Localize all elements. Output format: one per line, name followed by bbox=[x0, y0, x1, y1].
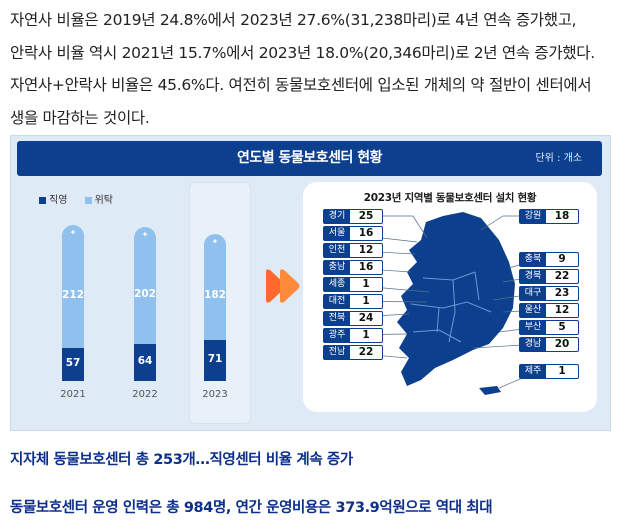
region-value: 9 bbox=[558, 253, 566, 265]
bar-label-commissioned: 202 bbox=[134, 287, 156, 300]
headline-first: 지자체 동물보호센터 총 253개…직영센터 비율 계속 증가 bbox=[10, 452, 353, 468]
bar-label-commissioned: 182 bbox=[204, 289, 226, 302]
region-name: 울산 bbox=[520, 304, 546, 317]
region-value: 22 bbox=[554, 270, 570, 282]
region-name: 인천 bbox=[324, 244, 350, 257]
paragraph-line: 자연사 비율은 2019년 24.8%에서 2023년 27.6%(31,238… bbox=[10, 11, 577, 29]
region-name: 대전 bbox=[324, 295, 350, 308]
region-value: 16 bbox=[358, 261, 374, 273]
bar-segment-direct: 57 bbox=[62, 347, 84, 381]
region-name: 세종 bbox=[324, 278, 350, 291]
arrow-icon bbox=[264, 266, 302, 310]
region-name: 전남 bbox=[324, 346, 350, 359]
bar-label-commissioned: 212 bbox=[62, 288, 84, 301]
legend-commissioned: 위탁 bbox=[84, 195, 113, 206]
bar-segment-commissioned: ✦ 202 bbox=[134, 226, 156, 344]
pin-icon: ✦ bbox=[211, 237, 219, 247]
region-box: 제주 1 bbox=[519, 364, 579, 379]
region-name: 강원 bbox=[520, 210, 546, 223]
map-title: 2023년 지역별 동물보호센터 설치 현황 bbox=[363, 192, 537, 204]
headline-second: 동물보호센터 운영 인력은 총 984명, 연간 운영비용은 373.9억원으로… bbox=[10, 500, 493, 516]
region-name: 전북 bbox=[324, 312, 350, 325]
region-box: 대구 23 bbox=[519, 286, 579, 301]
paragraph-line: 안락사 비율 역시 2021년 15.7%에서 2023년 18.0%(20,3… bbox=[10, 43, 595, 62]
bar-chart: ✦ 212 57 2021 ✦ 202 64 2022 ✦ 182 71 2023 bbox=[11, 136, 291, 430]
pin-icon: ✦ bbox=[141, 229, 149, 239]
paragraph-line: 자연사+안락사 비율은 45.6%다. 여전히 동물보호센터에 입소된 개체의 … bbox=[10, 76, 592, 94]
bar-2022: ✦ 202 64 bbox=[134, 226, 156, 381]
region-name: 제주 bbox=[520, 365, 546, 378]
region-value: 20 bbox=[554, 338, 570, 350]
region-box: 경기 25 bbox=[323, 209, 383, 224]
infographic-banner: 연도별 동물보호센터 현황 단위 : 개소 bbox=[17, 141, 602, 176]
region-box: 전북 24 bbox=[323, 311, 383, 326]
region-name: 광주 bbox=[324, 329, 350, 342]
legend-direct: 직영 bbox=[39, 195, 67, 206]
region-box: 부산 5 bbox=[519, 320, 579, 335]
bar-segment-direct: 71 bbox=[204, 339, 226, 381]
region-box: 강원 18 bbox=[519, 209, 579, 224]
legend-swatch-commissioned bbox=[84, 196, 92, 204]
bar-segment-commissioned: ✦ 212 bbox=[62, 224, 84, 348]
region-value: 1 bbox=[362, 329, 370, 341]
chart-legend: 직영 위탁 bbox=[39, 191, 127, 206]
bar-segment-commissioned: ✦ 182 bbox=[204, 234, 226, 340]
region-name: 충북 bbox=[520, 253, 546, 266]
legend-swatch-direct bbox=[39, 196, 46, 204]
article-paragraph: 자연사 비율은 2019년 24.8%에서 2023년 27.6%(31,238… bbox=[10, 4, 625, 134]
infographic: 연도별 동물보호센터 현황 단위 : 개소 직영 위탁 ✦ 212 57 2021 ✦ 2… bbox=[10, 135, 611, 431]
infographic-title: 연도별 동물보호센터 현황 bbox=[237, 150, 382, 166]
region-box: 울산 12 bbox=[519, 303, 579, 318]
bar-label-direct: 64 bbox=[137, 355, 153, 368]
region-box: 서울 16 bbox=[323, 226, 383, 241]
paragraph-line: 생을 마감하는 것이다. bbox=[10, 108, 150, 127]
region-value: 12 bbox=[554, 304, 570, 316]
region-name: 대구 bbox=[520, 287, 546, 300]
region-value: 24 bbox=[358, 312, 374, 324]
region-value: 12 bbox=[358, 244, 374, 256]
year-tick-label: 2023 bbox=[202, 389, 228, 400]
region-name: 경남 bbox=[520, 338, 546, 351]
region-value: 16 bbox=[358, 227, 374, 239]
region-value: 1 bbox=[362, 278, 370, 290]
region-box: 세종 1 bbox=[323, 277, 383, 292]
region-value: 5 bbox=[558, 321, 566, 333]
region-name: 서울 bbox=[324, 227, 350, 240]
region-value: 25 bbox=[358, 210, 374, 222]
region-value: 1 bbox=[558, 365, 566, 377]
region-name: 경북 bbox=[520, 270, 546, 283]
region-box: 전남 22 bbox=[323, 345, 383, 360]
region-value: 18 bbox=[554, 210, 570, 222]
pin-icon: ✦ bbox=[69, 227, 77, 237]
bar-2023: ✦ 182 71 bbox=[204, 234, 226, 381]
bar-segment-direct: 64 bbox=[134, 343, 156, 381]
region-box: 광주 1 bbox=[323, 328, 383, 343]
region-box: 충남 16 bbox=[323, 260, 383, 275]
region-box: 대전 1 bbox=[323, 294, 383, 309]
region-box: 충북 9 bbox=[519, 252, 579, 267]
bar-label-direct: 71 bbox=[207, 353, 223, 366]
year-tick-label: 2022 bbox=[132, 389, 158, 400]
bar-label-direct: 57 bbox=[65, 357, 81, 370]
unit-label: 단위 : 개소 bbox=[535, 153, 582, 164]
region-name: 경기 bbox=[324, 210, 350, 223]
year-tick-label: 2021 bbox=[60, 389, 86, 400]
map-card: 2023년 지역별 동물보호센터 설치 현황 경기 25 서울 16 인천 12 충남 16 세… bbox=[303, 182, 597, 412]
region-name: 부산 bbox=[520, 321, 546, 334]
region-name: 충남 bbox=[324, 261, 350, 274]
bar-2021: ✦ 212 57 bbox=[62, 224, 84, 381]
region-box: 경북 22 bbox=[519, 269, 579, 284]
region-value: 22 bbox=[358, 346, 374, 358]
region-value: 23 bbox=[554, 287, 570, 299]
region-box: 경남 20 bbox=[519, 337, 579, 352]
legend-commissioned-label: 위탁 bbox=[94, 195, 113, 206]
region-value: 1 bbox=[362, 295, 370, 307]
legend-direct-label: 직영 bbox=[49, 195, 68, 206]
region-box: 인천 12 bbox=[323, 243, 383, 258]
